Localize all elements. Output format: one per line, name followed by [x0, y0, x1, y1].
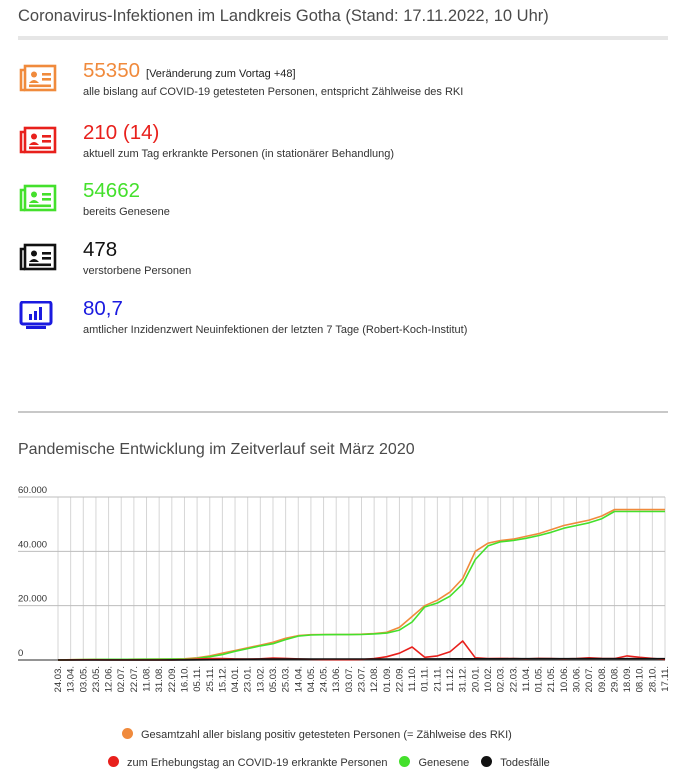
x-tick-label: 03.05. [78, 666, 89, 692]
x-tick-label: 08.10. [635, 666, 646, 692]
x-tick-label: 23.07. [357, 666, 368, 692]
stat-row: 478 verstorbene Personen [18, 238, 678, 289]
x-tick-label: 23.05. [91, 666, 102, 692]
stat-value: 54662 [83, 179, 140, 203]
id-card-icon [18, 63, 58, 93]
legend-item: zum Erhebungstag an COVID-19 erkrankte P… [108, 756, 387, 769]
y-tick-label: 40.000 [18, 539, 47, 550]
chart-section-title: Pandemische Entwicklung im Zeitverlauf s… [18, 441, 415, 458]
stat-change-note: [Veränderung zum Vortag +48] [146, 68, 296, 80]
stat-description: bereits Genesene [83, 206, 170, 218]
legend-label: Genesene [418, 757, 470, 769]
legend-dot-icon [481, 756, 493, 767]
stat-value: 478 [83, 238, 117, 262]
x-tick-label: 20.07. [584, 666, 595, 692]
x-tick-label: 13.02. [255, 666, 266, 692]
legend-item: Genesene [399, 756, 469, 769]
legend-dot-icon [399, 756, 411, 767]
x-tick-label: 11.12. [445, 666, 456, 692]
x-tick-label: 10.06. [559, 666, 570, 692]
x-tick-label: 28.10. [647, 666, 658, 692]
stat-number: 55350 [83, 59, 141, 82]
stat-row: 80,7 amtlicher Inzidenzwert Neuinfektione… [18, 297, 678, 348]
x-tick-label: 29.08. [609, 666, 620, 692]
stat-description: alle bislang auf COVID-19 getesteten Per… [83, 86, 464, 98]
legend-dot-icon [108, 756, 119, 767]
stat-number: 54662 [83, 179, 141, 202]
x-tick-label: 25.03. [281, 666, 292, 692]
x-tick-label: 16.10. [179, 666, 190, 692]
stat-value: 210 (14) [83, 121, 159, 145]
monitor-chart-icon [18, 300, 58, 331]
x-tick-label: 21.05. [546, 666, 557, 692]
x-tick-label: 24.03. [53, 666, 64, 692]
legend-item: Todesfälle [481, 756, 550, 769]
x-tick-label: 01.09. [382, 666, 393, 692]
id-card-icon [18, 125, 58, 155]
stat-description: verstorbene Personen [83, 265, 192, 277]
legend-item: Gesamtzahl aller bislang positiv geteste… [122, 728, 512, 741]
legend-label: zum Erhebungstag an COVID-19 erkrankte P… [127, 757, 388, 769]
legend-label: Todesfälle [500, 757, 550, 769]
x-tick-label: 10.02. [483, 666, 494, 692]
x-tick-label: 03.07. [344, 666, 355, 692]
y-tick-label: 60.000 [18, 485, 47, 496]
x-tick-label: 01.11. [420, 666, 431, 692]
x-tick-label: 09.08. [597, 666, 608, 692]
section-divider [18, 411, 668, 413]
stat-number: 210 (14) [83, 121, 160, 144]
stat-description: aktuell zum Tag erkrankte Personen (in s… [83, 148, 395, 160]
x-tick-label: 30.06. [571, 666, 582, 692]
x-tick-label: 22.09. [394, 666, 405, 692]
x-tick-label: 22.03. [508, 666, 519, 692]
x-tick-label: 25.11. [205, 666, 216, 692]
x-tick-label: 04.01. [230, 666, 241, 692]
page-title: Coronavirus-Infektionen im Landkreis Got… [18, 7, 549, 25]
stat-value: 55350 [Veränderung zum Vortag +48] [83, 59, 296, 86]
x-tick-label: 12.08. [369, 666, 380, 692]
stat-number: 478 [83, 238, 118, 261]
x-tick-label: 11.08. [142, 666, 153, 692]
stat-value: 80,7 [83, 297, 123, 321]
x-tick-label: 17.11. [660, 666, 671, 692]
legend-dot-icon [122, 728, 133, 739]
stat-number: 80,7 [83, 297, 123, 320]
y-tick-label: 0 [18, 648, 23, 659]
x-tick-label: 22.09. [167, 666, 178, 692]
x-tick-label: 01.05. [534, 666, 545, 692]
series-line [58, 657, 665, 661]
x-tick-label: 24.05. [319, 666, 330, 692]
y-tick-label: 20.000 [18, 594, 47, 605]
x-tick-label: 18.09. [622, 666, 633, 692]
x-tick-label: 31.12. [458, 666, 469, 692]
x-tick-label: 15.12. [217, 666, 228, 692]
id-card-icon [18, 183, 58, 213]
x-tick-label: 22.07. [129, 666, 140, 692]
x-tick-label: 13.04. [66, 666, 77, 692]
x-tick-label: 12.06. [104, 666, 115, 692]
chart-legend-row-2: zum Erhebungstag an COVID-19 erkrankte P… [108, 756, 562, 769]
chart-legend-row-1: Gesamtzahl aller bislang positiv geteste… [122, 728, 524, 741]
x-tick-label: 21.11. [432, 666, 443, 692]
stat-description: amtlicher Inzidenzwert Neuinfektionen de… [83, 324, 468, 336]
x-tick-label: 13.06. [331, 666, 342, 692]
x-tick-label: 23.01. [243, 666, 254, 692]
x-tick-label: 05.03. [268, 666, 279, 692]
x-tick-label: 14.04. [293, 666, 304, 692]
x-tick-label: 04.05. [306, 666, 317, 692]
x-tick-label: 11.04. [521, 666, 532, 692]
stat-row: 54662 bereits Genesene [18, 179, 678, 230]
stat-row: 55350 [Veränderung zum Vortag +48] alle bi… [18, 59, 678, 110]
legend-label: Gesamtzahl aller bislang positiv geteste… [141, 729, 512, 741]
title-divider [18, 36, 668, 40]
x-tick-label: 05.11. [192, 666, 203, 692]
x-tick-label: 31.08. [154, 666, 165, 692]
x-tick-label: 02.07. [116, 666, 127, 692]
id-card-icon [18, 242, 58, 272]
stat-row: 210 (14) aktuell zum Tag erkrankte Person… [18, 121, 678, 172]
x-tick-label: 20.01. [470, 666, 481, 692]
x-tick-label: 02.03. [496, 666, 507, 692]
x-tick-label: 11.10. [407, 666, 418, 692]
